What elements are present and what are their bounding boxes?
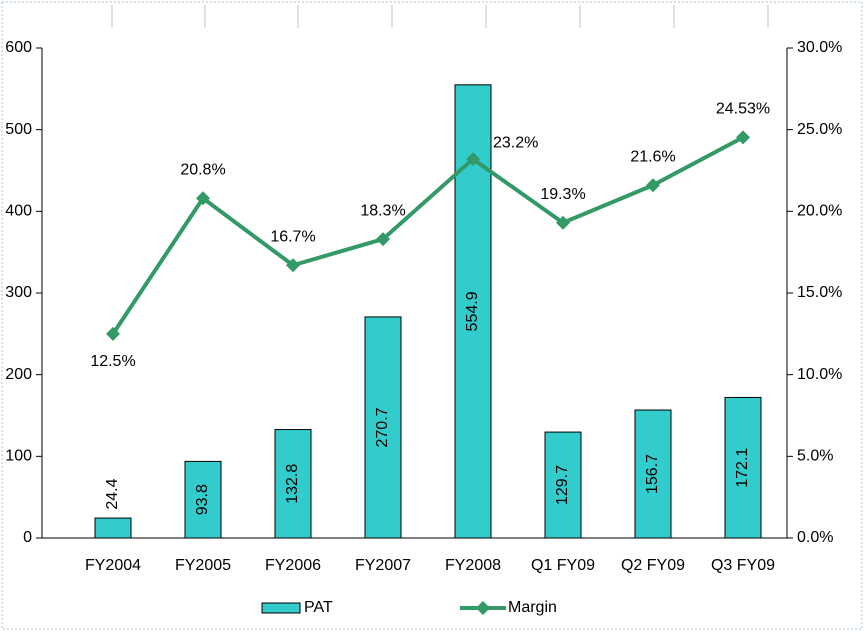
line-label: 20.8%: [180, 161, 225, 178]
line-label: 18.3%: [360, 202, 405, 219]
bar-label: 554.9: [464, 291, 481, 331]
legend-marker: [476, 601, 490, 615]
y-tick-label: 200: [5, 366, 32, 383]
y2-tick-label: 15.0%: [797, 284, 842, 301]
sheet-gridlines: [111, 5, 769, 28]
y2-tick-label: 10.0%: [797, 366, 842, 383]
bar-label: 24.4: [104, 478, 121, 509]
line-label: 21.6%: [630, 148, 675, 165]
marker: [376, 232, 390, 247]
line: [111, 135, 744, 335]
x-tick-label: FY2005: [175, 557, 231, 574]
y-tick-label: 500: [5, 121, 32, 138]
y2-tick-label: 5.0%: [797, 448, 833, 465]
bar: [634, 409, 672, 539]
marker: [106, 326, 120, 341]
bar-label: 156.7: [644, 454, 661, 494]
x-tick-label: Q2 FY09: [621, 557, 685, 574]
y2-tick-label: 30.0%: [797, 39, 842, 56]
bar: [364, 316, 402, 539]
line-label: 16.7%: [270, 228, 315, 245]
bar-label: 172.1: [734, 448, 751, 488]
legend-label: Margin: [508, 599, 557, 616]
bar-label: 129.7: [554, 465, 571, 505]
y2-tick-label: 0.0%: [797, 529, 833, 546]
y2-tick-label: 20.0%: [797, 203, 842, 220]
x-tick-label: FY2008: [445, 557, 501, 574]
marker: [646, 178, 660, 193]
marker: [556, 215, 570, 230]
marker: [196, 191, 210, 206]
y-tick-label: 100: [5, 448, 32, 465]
bar-label: 270.7: [374, 407, 391, 447]
marker: [466, 152, 480, 167]
legend-label: PAT: [304, 599, 333, 616]
bar: [94, 517, 132, 539]
y2-tick-label: 25.0%: [797, 121, 842, 138]
x-tick-label: Q3 FY09: [711, 557, 775, 574]
line-label: 19.3%: [540, 186, 585, 203]
line-label: 12.5%: [90, 353, 135, 370]
bar-label: 93.8: [194, 484, 211, 515]
bar: [724, 396, 762, 539]
line-label: 23.2%: [493, 134, 538, 151]
y-tick-label: 400: [5, 203, 32, 220]
y-tick-label: 0: [23, 529, 32, 546]
bar-label: 132.8: [284, 464, 301, 504]
x-tick-label: FY2007: [355, 557, 411, 574]
bar: [274, 429, 312, 539]
y-tick-label: 300: [5, 284, 32, 301]
y-tick-label: 600: [5, 39, 32, 56]
marker: [286, 258, 300, 273]
legend-swatch: [261, 602, 301, 614]
marker: [736, 130, 750, 145]
bar: [184, 460, 222, 539]
x-tick-label: FY2006: [265, 557, 321, 574]
x-tick-label: Q1 FY09: [531, 557, 595, 574]
bar: [544, 431, 582, 539]
x-tick-label: FY2004: [85, 557, 141, 574]
line-label: 24.53%: [716, 101, 770, 118]
